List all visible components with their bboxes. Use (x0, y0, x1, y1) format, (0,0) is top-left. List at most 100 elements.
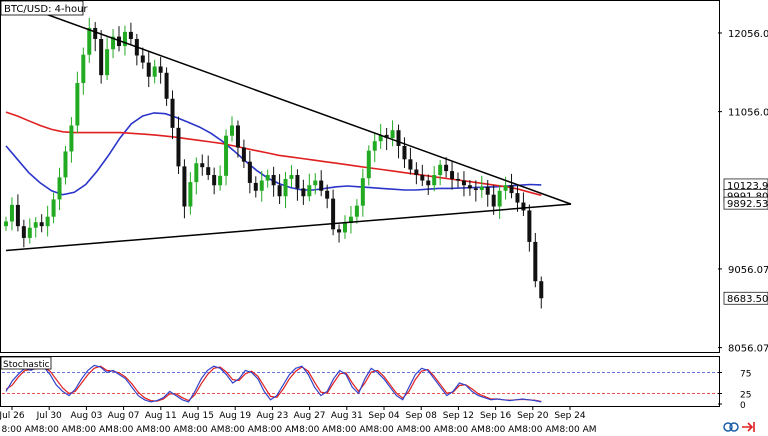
candle (99, 30, 104, 84)
candle (366, 145, 371, 186)
svg-text:8683.50: 8683.50 (727, 294, 768, 305)
candle (15, 194, 20, 232)
candle (253, 176, 258, 198)
candle (348, 206, 353, 234)
price-label: 8683.50 (723, 291, 768, 305)
x-date-label: Aug 27 (294, 411, 326, 421)
x-time-label: 8:00 AM (76, 425, 113, 435)
candle (432, 166, 437, 192)
candle (301, 179, 306, 205)
candle (426, 174, 431, 195)
candle (140, 47, 145, 69)
candle (378, 123, 383, 149)
x-time-label: 8:00 AM (113, 425, 150, 435)
candle (265, 169, 270, 188)
candle (372, 133, 377, 163)
x-date-label: Sep 20 (517, 411, 549, 421)
candle (414, 162, 419, 185)
candle (289, 165, 294, 188)
stochastic-k-line (5, 364, 542, 403)
candle (200, 154, 205, 176)
candle (152, 59, 157, 84)
x-date-label: Jul 30 (36, 411, 62, 421)
candle (343, 215, 347, 239)
x-date-label: Jul 26 (0, 411, 25, 421)
candle (39, 214, 44, 233)
x-time-label: 8:00 AM (299, 425, 336, 435)
x-time-label: 8:00 AM (188, 425, 225, 435)
candle (331, 189, 336, 236)
candle (75, 71, 80, 134)
candle (146, 51, 151, 88)
candle (212, 167, 217, 195)
candle (420, 164, 425, 187)
x-time-label: 8:00 AM (411, 425, 448, 435)
x-time-label: 8:00 AM (39, 425, 76, 435)
candle (81, 47, 86, 95)
candle (337, 224, 342, 243)
candle (235, 120, 240, 158)
candle (408, 147, 413, 175)
candle (390, 120, 395, 147)
candle (533, 233, 538, 288)
candle (295, 169, 300, 201)
candle (384, 128, 389, 151)
candle (527, 204, 532, 252)
candle (93, 22, 98, 52)
stochastic-panel-frame (0, 356, 720, 407)
x-date-label: Aug 11 (145, 411, 177, 421)
candle (313, 173, 318, 195)
candle (360, 168, 365, 217)
main-plot-area (4, 0, 572, 309)
candle (188, 172, 193, 215)
x-date-label: Aug 15 (182, 411, 214, 421)
candle (241, 139, 246, 168)
price-axis: 12056.0711056.079056.078056.0710123.9699… (718, 29, 768, 355)
x-time-label: 8:00 AM (2, 425, 39, 435)
candle (57, 167, 62, 211)
x-date-label: Aug 19 (219, 411, 251, 421)
candle (473, 180, 478, 202)
x-time-label: 8:00 AM (374, 425, 411, 435)
svg-text:10123.96: 10123.96 (727, 181, 768, 192)
candle (111, 29, 116, 59)
candle (230, 116, 234, 142)
trend-line[interactable] (5, 203, 572, 252)
candle (461, 171, 466, 197)
x-time-label: 8:00 AM (262, 425, 299, 435)
stochastic-plot-area (2, 364, 718, 403)
candle (444, 157, 449, 178)
candle (402, 137, 407, 169)
candle (319, 170, 324, 197)
candle (521, 192, 526, 217)
candle (509, 173, 514, 199)
x-date-label: Aug 23 (256, 411, 288, 421)
candle (354, 199, 359, 224)
scroll-to-end-icon[interactable] (742, 422, 755, 432)
trend-line[interactable] (5, 0, 572, 205)
stochastic-axis: 75 250 (718, 370, 751, 411)
x-date-label: Sep 24 (554, 411, 586, 421)
candle (170, 90, 175, 140)
candle (271, 166, 276, 197)
candle (259, 171, 264, 202)
candle (105, 37, 110, 80)
x-time-label: 8:00 AM (336, 425, 373, 435)
candle (51, 192, 56, 224)
candle (218, 165, 223, 191)
candle (247, 150, 252, 194)
x-date-label: Sep 08 (406, 411, 438, 421)
candle (479, 175, 484, 198)
chart-title: BTC/USD: 4-hour (4, 4, 88, 15)
x-time-label: 8:00 AM (560, 425, 597, 435)
candle (128, 22, 133, 45)
candle (194, 157, 199, 195)
link-icon[interactable] (723, 422, 739, 432)
candle (182, 159, 187, 219)
candle (206, 155, 211, 180)
candle (325, 184, 330, 209)
main-panel-frame (0, 0, 720, 353)
candle (467, 180, 472, 196)
candle (33, 217, 38, 238)
